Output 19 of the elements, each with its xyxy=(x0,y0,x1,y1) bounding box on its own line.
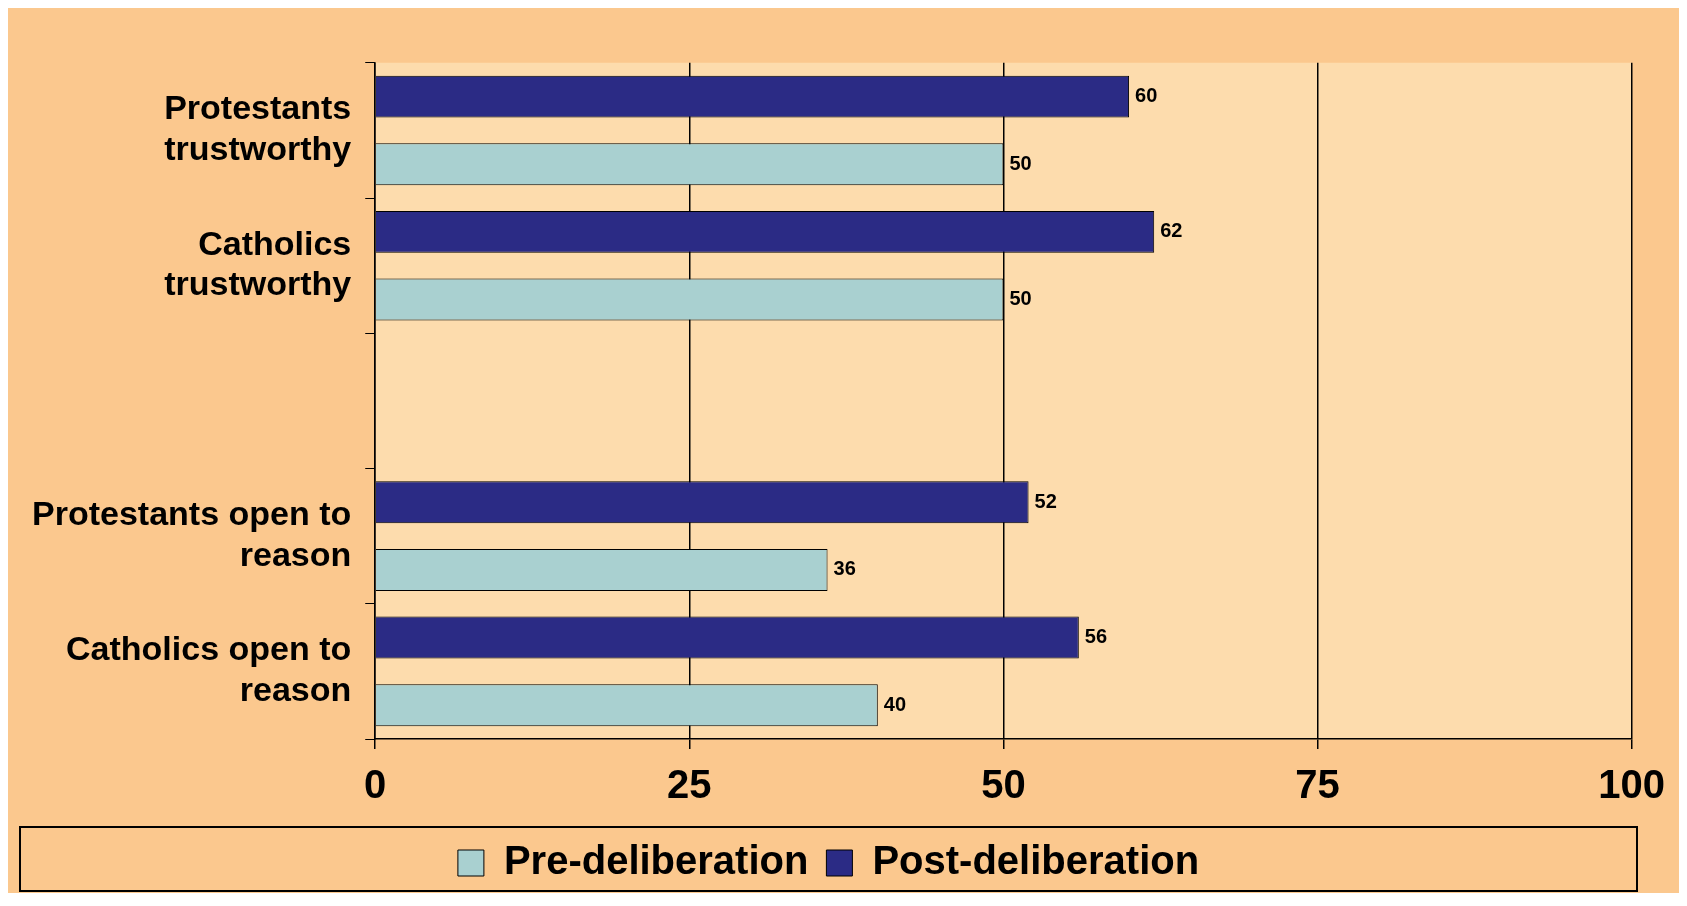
data-label: 50 xyxy=(1009,286,1032,309)
data-label: 56 xyxy=(1084,625,1108,648)
x-tick-label: 0 xyxy=(364,762,387,807)
x-tick-label: 50 xyxy=(981,762,1026,807)
y-tick-label: Catholics trustworthy xyxy=(164,223,352,303)
y-tick-label: Protestants open to reason xyxy=(32,494,352,573)
x-tick-label: 75 xyxy=(1295,762,1340,807)
data-label: 50 xyxy=(1009,151,1032,174)
data-label: 36 xyxy=(833,557,856,580)
x-tick-label: 100 xyxy=(1598,762,1666,807)
legend-label: Post-deliberation xyxy=(872,838,1200,883)
data-label: 60 xyxy=(1135,84,1158,107)
y-tick-label: Protestants trustworthy xyxy=(164,88,352,168)
y-tick-label: Catholics open to reason xyxy=(66,629,352,709)
data-label: 52 xyxy=(1034,489,1057,512)
data-label: 62 xyxy=(1160,219,1183,242)
data-label: 40 xyxy=(883,692,907,715)
legend-label: Pre-deliberation xyxy=(503,838,809,883)
x-tick-label: 25 xyxy=(667,762,712,807)
